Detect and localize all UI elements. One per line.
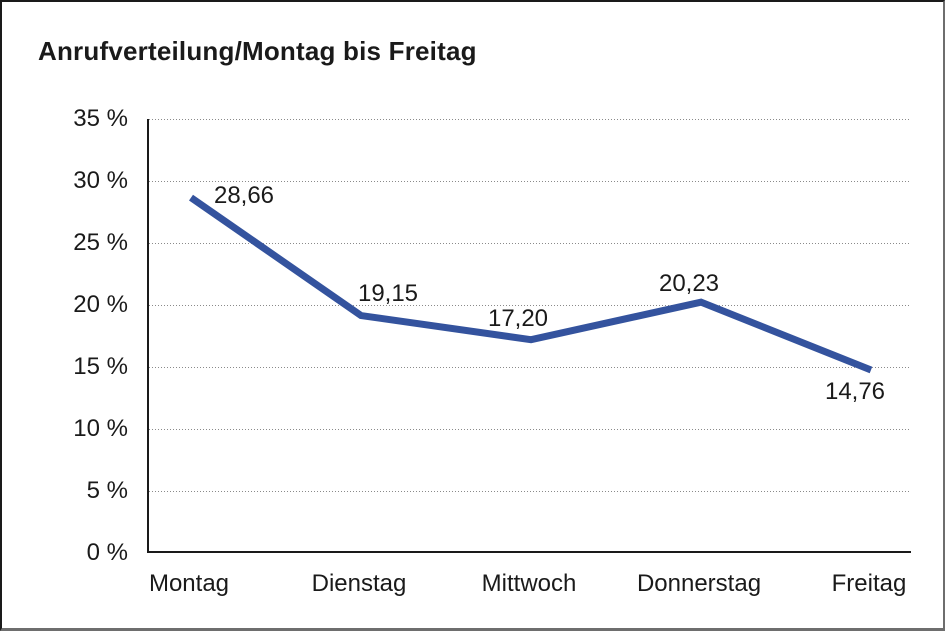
data-point-label: 17,20 — [487, 305, 549, 332]
data-point-label: 19,15 — [357, 280, 419, 307]
data-line-layer — [189, 194, 873, 374]
data-point-label: 28,66 — [213, 182, 275, 209]
gridline — [149, 181, 911, 182]
y-tick-label: 20 % — [73, 291, 128, 318]
gridline — [149, 243, 911, 244]
gridline — [149, 367, 911, 368]
x-tick-label: Mittwoch — [481, 570, 577, 597]
y-tick-label: 35 % — [73, 105, 128, 132]
chart-title: Anrufverteilung/Montag bis Freitag — [38, 36, 477, 66]
x-tick-label: Montag — [148, 570, 230, 597]
x-tick-label: Donnerstag — [636, 570, 762, 597]
data-polyline — [189, 194, 873, 374]
y-tick-label: 30 % — [73, 167, 128, 194]
y-tick-label: 15 % — [73, 353, 128, 380]
gridline — [149, 305, 911, 306]
data-point-label: 14,76 — [824, 378, 886, 405]
y-tick-label: 25 % — [73, 229, 128, 256]
plot-area: 28,66 19,15 17,20 20,23 14,76 — [147, 119, 911, 553]
gridline — [149, 491, 911, 492]
y-tick-label: 0 % — [86, 539, 128, 566]
y-tick-label: 5 % — [86, 477, 128, 504]
x-tick-label: Dienstag — [311, 570, 407, 597]
gridline — [149, 119, 911, 120]
data-point-label: 20,23 — [658, 270, 720, 297]
x-tick-label: Freitag — [831, 570, 907, 597]
y-tick-label: 10 % — [73, 415, 128, 442]
gridline — [149, 429, 911, 430]
